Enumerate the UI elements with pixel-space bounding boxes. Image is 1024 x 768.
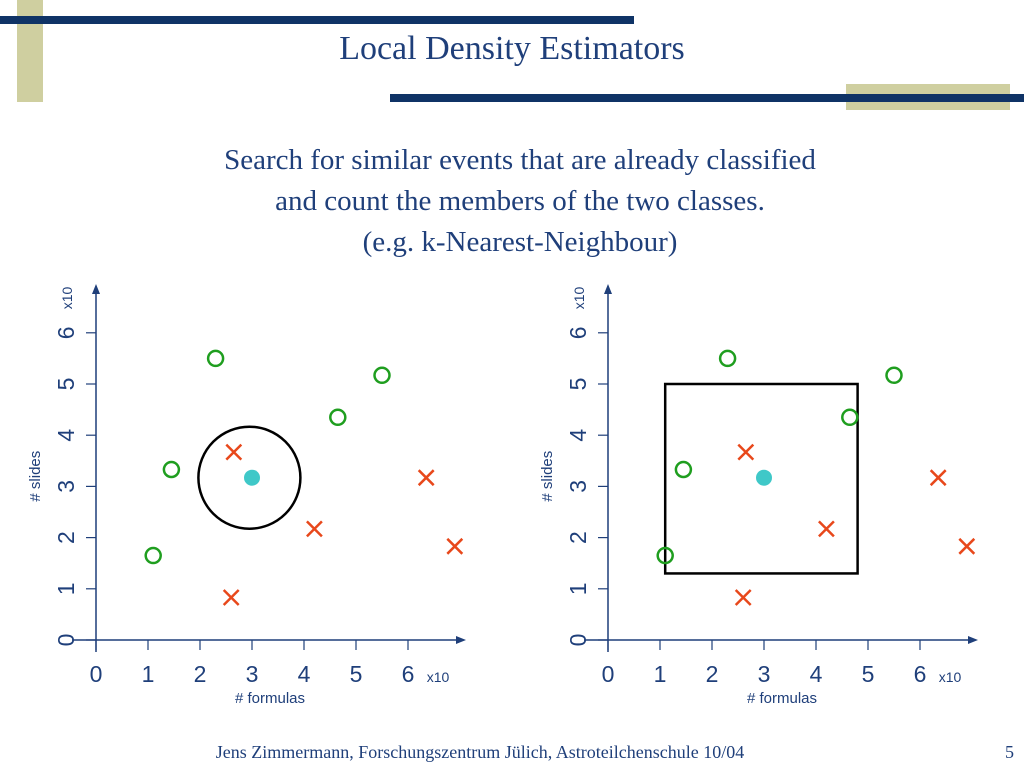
x-tick-label: 3 [246, 661, 259, 687]
x-tick-label: 2 [194, 661, 207, 687]
y-tick-label: 1 [53, 582, 79, 595]
y-tick-label: 1 [565, 582, 591, 595]
y-tick-label: 3 [565, 480, 591, 493]
decor-bar-right-redraw [390, 94, 1024, 102]
x-tick-label: 4 [810, 661, 823, 687]
footer: Jens Zimmermann, Forschungszentrum Jülic… [215, 742, 745, 762]
class-cross-point [818, 520, 835, 538]
x-axis-title: # formulas [747, 690, 817, 707]
y-tick-label: 6 [565, 326, 591, 339]
class-cross-point [225, 443, 243, 461]
y-tick-label: 0 [565, 634, 591, 647]
slide-title: Local Density Estimators [339, 30, 685, 67]
class-circle-point [206, 349, 225, 368]
scatter-plot-box-region: 0 1 2 3 4 5 6 0 1 2 3 4 5 6 x10 x10 # formulas # slides [539, 284, 978, 707]
class-circle-point [885, 366, 903, 385]
y-tick-label: 2 [53, 531, 79, 544]
y-axis-title: # slides [27, 451, 44, 502]
class-circle-point [162, 460, 181, 479]
subtitle-line: Search for similar events that are alrea… [224, 144, 816, 176]
x-tick-label: 3 [758, 661, 771, 687]
y-axis-arrow [92, 284, 100, 294]
class-cross-point [958, 537, 976, 555]
x-axis-arrow [968, 636, 978, 644]
class-circle-point [674, 460, 693, 479]
x-tick-label: 5 [350, 661, 363, 687]
query-point [756, 469, 772, 486]
class-cross-point [929, 469, 947, 487]
subtitle: Search for similar events that are alrea… [0, 140, 1024, 263]
class-circle-point [841, 408, 859, 427]
y-multiplier-label: x10 [571, 287, 587, 310]
y-tick-label: 6 [53, 326, 79, 339]
subtitle-line: and count the members of the two classes… [275, 185, 765, 217]
class-cross-point [222, 589, 240, 606]
x-tick-label: 6 [914, 661, 927, 687]
y-tick-label: 4 [53, 429, 79, 442]
x-tick-label: 6 [402, 661, 415, 687]
query-point [244, 469, 260, 486]
class-cross-point [417, 469, 435, 487]
class-cross-point [306, 520, 323, 538]
class-circle-point [373, 366, 391, 385]
y-tick-label: 4 [565, 429, 591, 442]
y-multiplier-label: x10 [59, 287, 75, 310]
x-tick-label: 1 [654, 661, 667, 687]
x-multiplier-label: x10 [939, 669, 962, 685]
page-number: 5 [1005, 742, 1014, 762]
class-circle-point [144, 546, 162, 565]
x-tick-label: 1 [142, 661, 155, 687]
class-circle-point [656, 546, 674, 565]
class-circle-point [329, 408, 347, 427]
y-tick-label: 5 [565, 378, 591, 391]
class-circle-point [718, 349, 737, 368]
x-multiplier-label: x10 [427, 669, 450, 685]
decor-bar-top [0, 16, 634, 24]
x-tick-label: 0 [90, 661, 103, 687]
subtitle-line: (e.g. k-Nearest-Neighbour) [362, 226, 678, 258]
neighbourhood-box [663, 382, 859, 575]
y-tick-label: 2 [565, 531, 591, 544]
x-tick-label: 2 [706, 661, 719, 687]
y-tick-label: 5 [53, 378, 79, 391]
neighbourhood-circle [197, 425, 302, 530]
x-axis-arrow [456, 636, 466, 644]
scatter-plot-circle-region: 0 1 2 3 4 5 6 0 1 2 3 4 5 6 x10 x10 # formulas # slides [27, 284, 466, 707]
x-tick-label: 0 [602, 661, 615, 687]
x-tick-label: 5 [862, 661, 875, 687]
class-cross-point [734, 589, 752, 606]
y-axis-arrow [604, 284, 612, 294]
x-tick-label: 4 [298, 661, 311, 687]
x-axis-title: # formulas [235, 690, 305, 707]
y-tick-label: 0 [53, 634, 79, 647]
class-cross-point [446, 537, 464, 555]
y-tick-label: 3 [53, 480, 79, 493]
y-axis-title: # slides [539, 451, 556, 502]
class-cross-point [737, 443, 755, 461]
